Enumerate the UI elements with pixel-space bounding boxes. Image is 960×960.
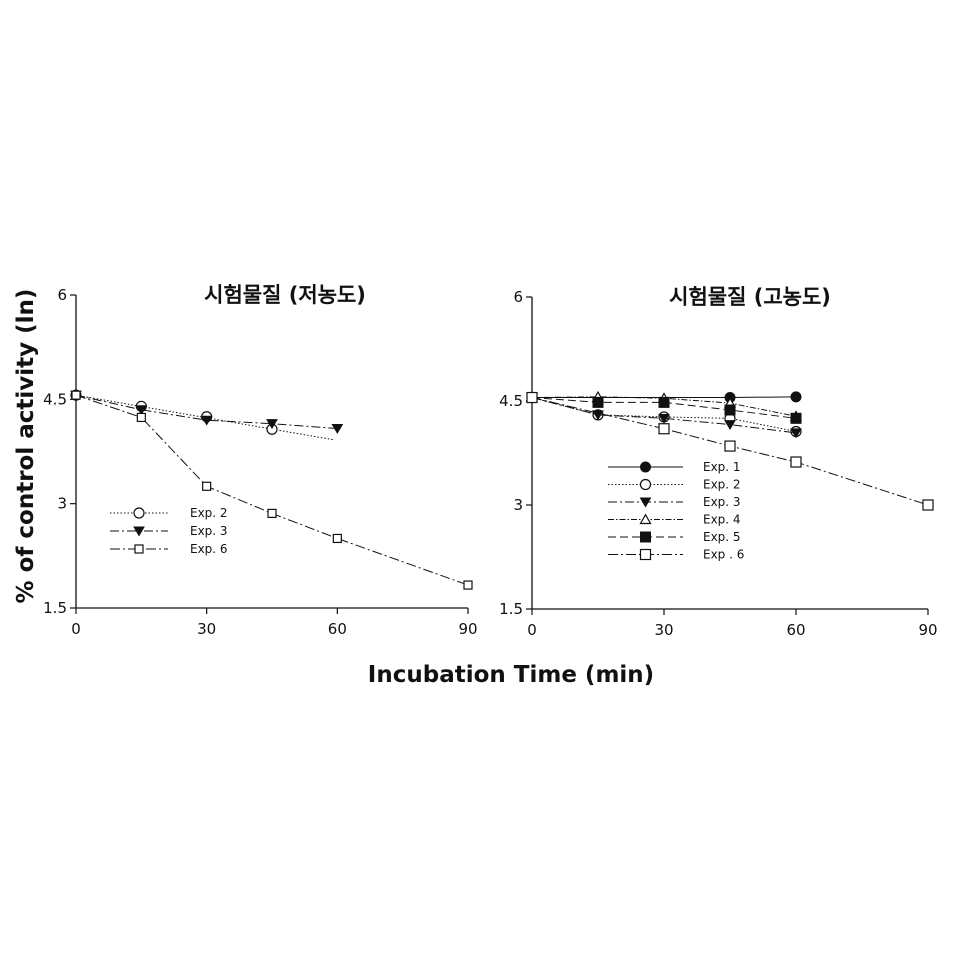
legend-label: Exp. 5: [703, 530, 741, 544]
data-point: [724, 440, 736, 452]
legend-entry: Exp. 4: [608, 513, 741, 527]
y-tick-label: 3: [513, 496, 523, 514]
data-point: [658, 423, 670, 435]
data-point: [266, 419, 278, 430]
data-point: [526, 391, 538, 404]
legend-marker: [133, 507, 145, 519]
legend-entry: Exp. 5: [608, 530, 741, 544]
y-tick-label: 1.5: [499, 600, 523, 618]
legend-marker: [639, 478, 652, 491]
data-point: [267, 508, 277, 519]
series-line: [75, 394, 469, 586]
legend-entry: Exp. 3: [110, 524, 228, 538]
legend-label: Exp. 6: [190, 542, 228, 556]
legend-label: Exp. 4: [703, 513, 741, 527]
data-point: [200, 415, 213, 426]
legend-entry: Exp . 6: [608, 548, 744, 562]
x-axis-label: Incubation Time (min): [368, 662, 654, 688]
y-tick-label: 6: [57, 286, 67, 304]
series-line: [531, 397, 797, 434]
data-point: [724, 420, 736, 431]
legend-marker: [134, 544, 144, 554]
series-1: [70, 389, 334, 441]
legend-label: Exp. 3: [703, 495, 741, 509]
legend-label: Exp. 2: [703, 478, 741, 492]
series-6: [526, 391, 934, 511]
y-tick-label: 1.5: [43, 599, 67, 617]
x-tick-label: 90: [918, 621, 937, 639]
data-point: [202, 481, 212, 491]
data-point: [331, 424, 344, 435]
y-tick-label: 6: [513, 288, 523, 306]
chart-title: 시험물질 (저농도): [204, 283, 366, 307]
legend-label: Exp. 3: [190, 524, 228, 538]
legend-entry: Exp. 2: [110, 506, 228, 520]
legend-marker: [640, 531, 651, 543]
legend-entry: Exp. 1: [608, 460, 741, 474]
data-point: [135, 405, 148, 416]
y-tick-label: 3: [57, 495, 67, 513]
y-tick-label: 4.5: [43, 390, 67, 408]
legend-label: Exp . 6: [703, 548, 744, 562]
data-point: [790, 456, 802, 468]
x-tick-label: 30: [654, 621, 673, 639]
data-point: [592, 396, 604, 408]
data-point: [463, 580, 473, 590]
data-point: [592, 410, 604, 421]
x-tick-label: 0: [71, 620, 81, 638]
data-point: [658, 413, 670, 424]
chart-title: 시험물질 (고농도): [669, 285, 831, 309]
data-point: [71, 390, 81, 400]
legend-marker: [639, 497, 652, 508]
x-tick-label: 60: [328, 620, 347, 638]
legend-marker: [639, 548, 652, 561]
legend-entry: Exp. 6: [110, 542, 228, 556]
data-point: [790, 391, 802, 403]
legend-marker: [133, 526, 145, 537]
x-tick-label: 30: [197, 620, 216, 638]
legend-marker: [639, 513, 652, 525]
data-point: [724, 404, 736, 416]
legend-marker: [640, 461, 651, 473]
x-tick-label: 0: [527, 621, 537, 639]
data-point: [922, 499, 934, 511]
data-point: [790, 428, 802, 439]
x-tick-label: 60: [786, 621, 805, 639]
x-tick-label: 90: [458, 620, 477, 638]
data-point: [136, 412, 146, 423]
data-point: [332, 533, 342, 544]
data-point: [658, 396, 670, 408]
series-3: [71, 390, 473, 590]
data-point: [790, 412, 802, 424]
legend-entry: Exp. 3: [608, 495, 741, 509]
y-axis-label: % of control activity (ln): [13, 289, 39, 604]
legend-label: Exp. 2: [190, 506, 228, 520]
legend-label: Exp. 1: [703, 460, 741, 474]
y-tick-label: 4.5: [499, 392, 523, 410]
legend-entry: Exp. 2: [608, 478, 741, 492]
